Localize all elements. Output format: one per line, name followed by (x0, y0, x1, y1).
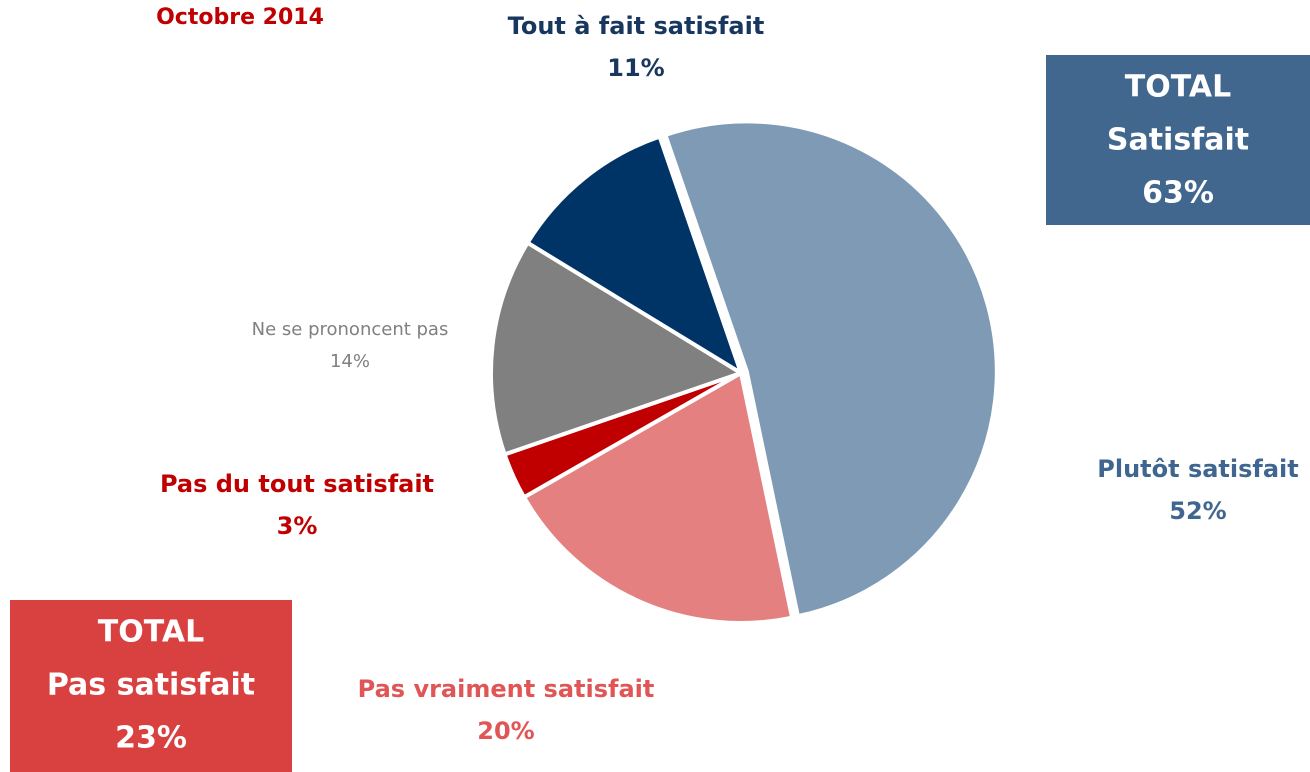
chart-title: Octobre 2014 (156, 5, 324, 30)
slice-label: Pas vraiment satisfait (358, 675, 655, 703)
pie-slice (521, 369, 795, 625)
total-text: TOTAL (98, 615, 204, 650)
total-box (10, 600, 292, 772)
pie-slice (489, 239, 746, 457)
total-text: 63% (1142, 176, 1214, 211)
slice-value-label: 3% (277, 512, 318, 540)
slice-label: Pas du tout satisfait (160, 470, 434, 498)
pie-slice (662, 119, 999, 619)
slice-value-label: 14% (330, 351, 370, 372)
total-text: TOTAL (1125, 70, 1231, 105)
slice-label: Ne se prononcent pas (252, 319, 449, 340)
total-text: Satisfait (1107, 123, 1249, 158)
total-text: Pas satisfait (47, 668, 255, 703)
total-text: 23% (115, 721, 187, 756)
slice-value-label: 20% (477, 717, 534, 745)
slice-label: Tout à fait satisfait (508, 12, 765, 40)
total-box (1046, 55, 1310, 225)
slice-value-label: 11% (607, 54, 664, 82)
pie-slice (524, 134, 745, 378)
slice-label: Plutôt satisfait (1097, 455, 1299, 483)
slice-value-label: 52% (1169, 497, 1226, 525)
